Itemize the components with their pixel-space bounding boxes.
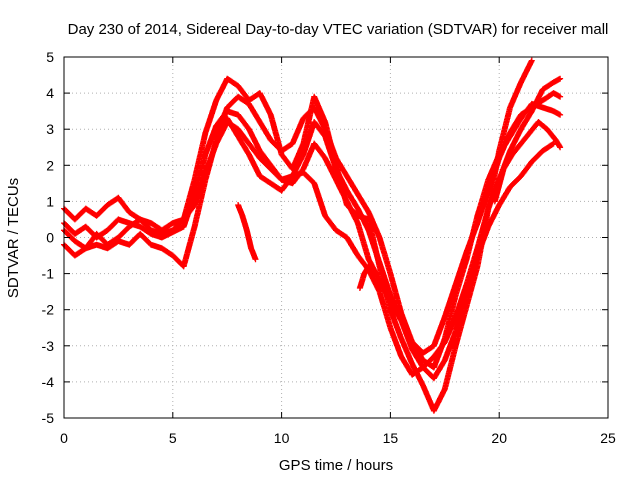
series-track-7 <box>356 263 381 291</box>
series-track-5 <box>213 90 564 356</box>
x-axis-label: GPS time / hours <box>279 457 393 474</box>
x-tick-label: 0 <box>60 430 68 446</box>
series-markers <box>356 263 381 291</box>
y-tick-label: -4 <box>42 374 55 390</box>
x-tick-label: 5 <box>169 430 177 446</box>
y-axis-label: SDTVAR / TECUs <box>5 178 22 298</box>
y-tick-label: 1 <box>46 193 54 209</box>
chart-title: Day 230 of 2014, Sidereal Day-to-day VTE… <box>68 21 609 38</box>
x-tick-label: 20 <box>491 430 507 446</box>
series-track-6 <box>235 202 259 263</box>
series-markers <box>213 90 564 356</box>
axis-ticks: 0 5 10 15 20 25 -5 -4 -3 -2 -1 0 1 2 3 4 5 <box>42 49 616 446</box>
x-tick-label: 15 <box>383 430 399 446</box>
series-markers <box>235 202 259 263</box>
y-tick-label: -3 <box>42 338 55 354</box>
x-tick-label: 10 <box>274 430 290 446</box>
y-tick-label: 2 <box>46 157 54 173</box>
y-tick-label: 4 <box>46 85 54 101</box>
y-tick-label: -2 <box>42 302 55 318</box>
y-tick-label: -1 <box>42 266 55 282</box>
y-tick-label: -5 <box>42 410 55 426</box>
series-track-8 <box>491 119 564 205</box>
x-tick-label: 25 <box>600 430 616 446</box>
y-tick-label: 5 <box>46 49 54 65</box>
y-tick-label: 0 <box>46 230 54 246</box>
series-markers <box>491 119 564 205</box>
y-tick-label: 3 <box>46 121 54 137</box>
